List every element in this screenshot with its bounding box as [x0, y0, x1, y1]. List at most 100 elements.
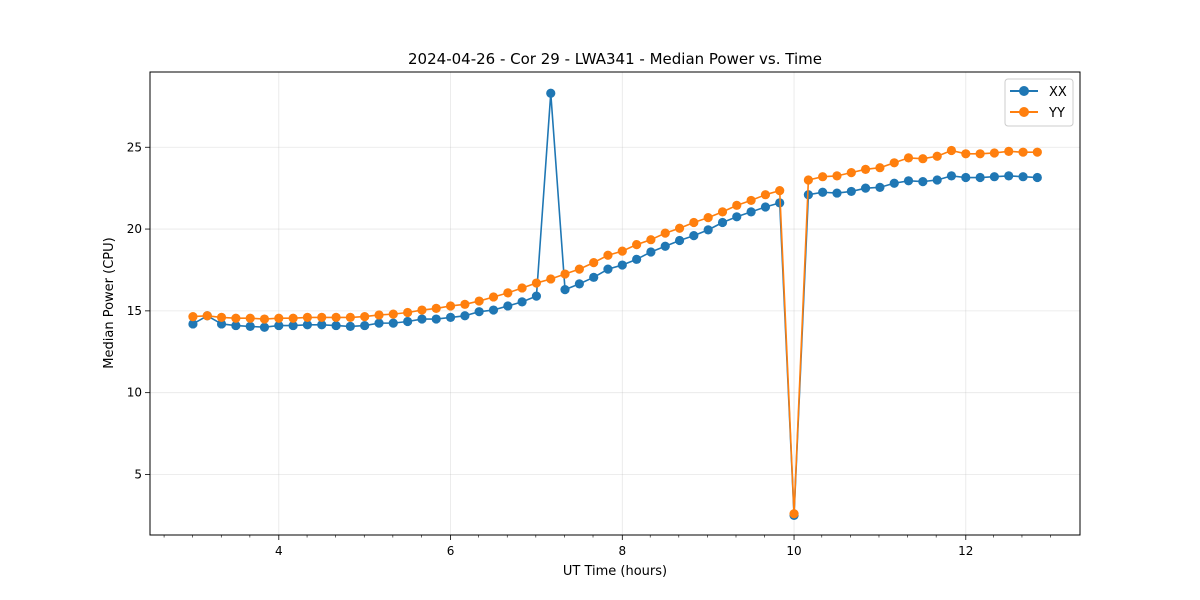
data-point-xx [846, 186, 856, 197]
data-point-yy [989, 148, 999, 158]
data-point-yy [302, 312, 313, 323]
data-point-xx [302, 320, 313, 330]
data-point-yy [746, 195, 756, 206]
data-point-yy [216, 312, 227, 323]
data-point-yy [775, 186, 785, 196]
data-point-yy [1004, 146, 1014, 156]
data-point-xx [517, 297, 527, 307]
data-point-xx [503, 301, 513, 311]
data-point-xx [660, 241, 670, 251]
data-point-yy [617, 246, 627, 256]
data-point-xx [488, 305, 499, 315]
data-point-yy [574, 264, 584, 274]
y-tick-label: 5 [134, 467, 142, 481]
data-point-xx [932, 175, 942, 185]
data-point-yy [288, 313, 298, 323]
data-point-xx [574, 279, 584, 289]
data-point-yy [560, 269, 570, 279]
data-point-xx [1004, 171, 1014, 181]
data-point-yy [374, 310, 384, 320]
data-point-xx [832, 188, 842, 198]
data-point-yy [231, 313, 241, 323]
y-tick-label: 20 [127, 222, 142, 236]
data-point-xx [603, 264, 613, 274]
data-point-xx [746, 207, 756, 217]
data-point-yy [760, 190, 771, 200]
data-point-xx [274, 320, 284, 331]
data-point-yy [503, 288, 513, 298]
data-point-yy [717, 207, 728, 217]
legend-marker-yy [1019, 107, 1029, 117]
data-point-yy [274, 313, 284, 323]
data-point-xx [288, 320, 298, 331]
data-point-xx [689, 231, 699, 241]
data-point-yy [689, 217, 699, 228]
data-point-yy [603, 250, 613, 260]
data-point-xx [460, 311, 470, 321]
data-point-yy [388, 309, 398, 319]
plot-frame [149, 71, 1081, 536]
data-point-xx [531, 291, 542, 301]
data-point-xx [188, 319, 198, 329]
data-point-xx [617, 260, 627, 270]
x-axis-ticks: 4 6 8 10 12 [163, 535, 1051, 558]
series-xx [188, 88, 1042, 520]
y-axis-ticks: 5 10 15 20 25 [127, 140, 150, 481]
data-point-yy [488, 292, 499, 302]
data-point-xx [317, 320, 327, 330]
data-point-xx [975, 172, 985, 183]
data-point-xx [632, 254, 642, 264]
y-tick-label: 25 [127, 140, 142, 154]
data-point-yy [632, 240, 642, 250]
data-point-yy [932, 151, 942, 161]
data-point-yy [946, 145, 957, 156]
data-point-xx [445, 312, 456, 323]
data-point-xx [946, 171, 957, 181]
data-point-yy [259, 314, 270, 324]
data-point-yy [331, 312, 341, 323]
x-tick-label: 10 [786, 544, 801, 558]
data-point-xx [345, 321, 355, 332]
data-point-yy [531, 278, 542, 288]
data-point-yy [431, 303, 441, 314]
data-point-xx [717, 217, 728, 228]
data-point-yy [460, 299, 470, 309]
data-point-yy [360, 311, 370, 322]
data-point-xx [860, 183, 871, 193]
data-point-xx [474, 307, 484, 317]
data-point-yy [188, 311, 198, 322]
data-point-xx [560, 284, 570, 295]
x-tick-label: 8 [618, 544, 626, 558]
data-point-yy [345, 312, 355, 323]
y-tick-label: 15 [127, 304, 142, 318]
data-point-xx [918, 177, 928, 187]
data-point-yy [975, 149, 985, 159]
data-point-yy [703, 213, 713, 223]
data-point-yy [317, 312, 327, 323]
data-point-yy [474, 296, 484, 306]
series-group [188, 88, 1042, 520]
x-tick-label: 6 [447, 544, 455, 558]
data-point-xx [589, 272, 599, 282]
data-point-xx [374, 318, 384, 328]
data-point-yy [803, 175, 813, 185]
data-point-xx [231, 320, 241, 331]
data-point-xx [961, 172, 971, 183]
data-point-yy [245, 313, 255, 323]
data-point-yy [202, 311, 212, 321]
data-point-xx [818, 187, 828, 197]
data-point-yy [846, 168, 856, 178]
data-point-xx [431, 314, 441, 324]
data-point-xx [889, 178, 899, 188]
data-point-yy [1018, 147, 1028, 157]
data-point-xx [989, 172, 999, 182]
legend-marker-xx [1019, 86, 1029, 96]
data-point-yy [546, 274, 556, 284]
data-point-yy [889, 158, 899, 168]
y-tick-label: 10 [127, 386, 142, 400]
data-point-yy [417, 305, 427, 315]
data-point-yy [918, 154, 928, 164]
data-point-xx [259, 322, 270, 332]
data-point-yy [646, 235, 656, 245]
